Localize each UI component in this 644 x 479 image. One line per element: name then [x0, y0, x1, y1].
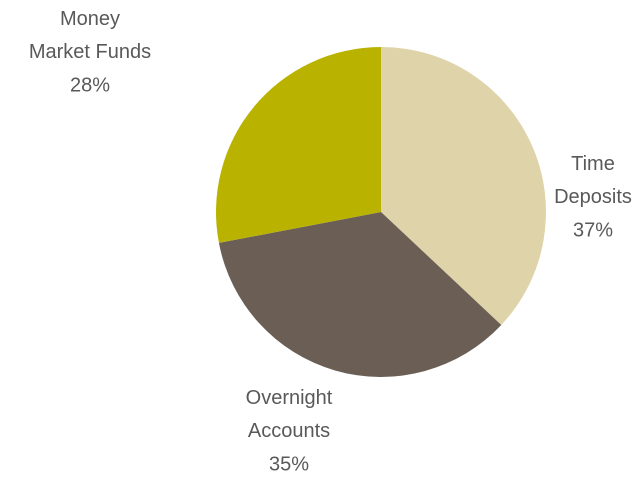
label-line: Overnight	[246, 387, 333, 409]
label-line: Time	[571, 153, 615, 175]
label-line: Deposits	[554, 186, 632, 208]
pie-slice	[218, 212, 502, 377]
value-label: 37%	[573, 219, 613, 241]
label-line: Money	[60, 8, 120, 30]
slice-label: Money Market Funds	[29, 8, 151, 63]
slice-label: Time Deposits	[554, 153, 632, 208]
value-label: 28%	[70, 74, 110, 96]
value-label: 35%	[269, 453, 309, 475]
pie-slice	[215, 47, 381, 243]
pie-slice	[381, 47, 546, 325]
slice-label: Overnight Accounts	[246, 387, 333, 442]
label-line: Accounts	[248, 420, 330, 442]
label-line: Market Funds	[29, 41, 151, 63]
